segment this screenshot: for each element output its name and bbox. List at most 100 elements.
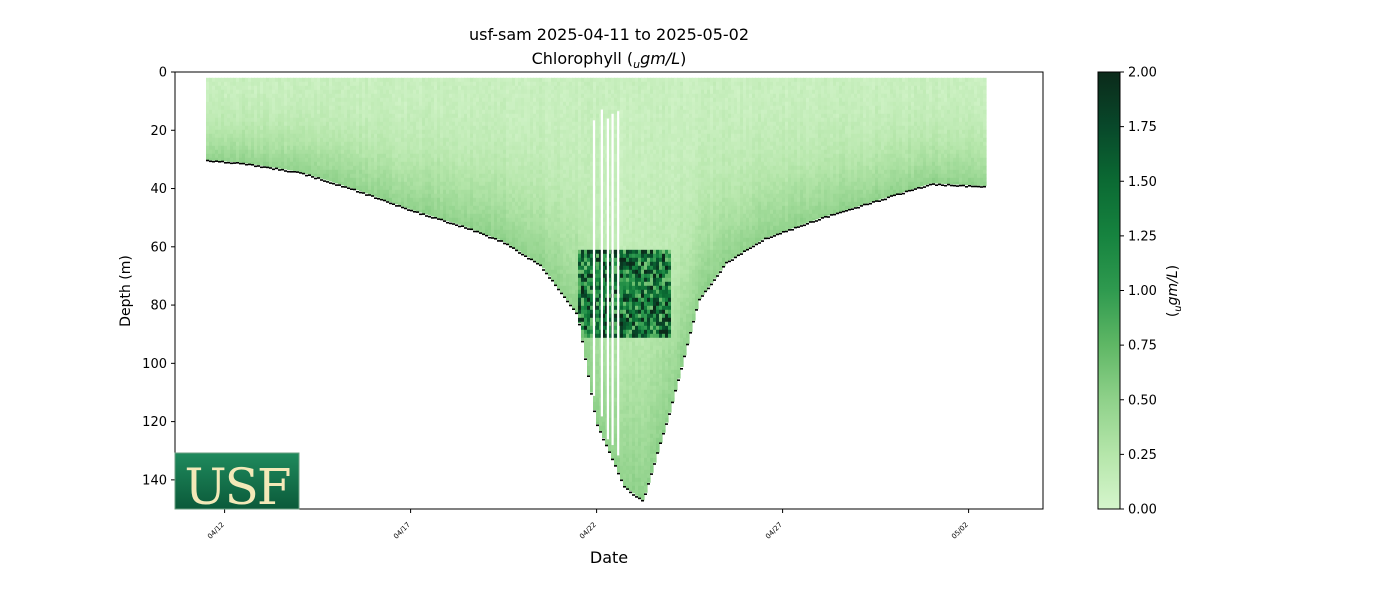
heatmap-cell	[392, 177, 396, 183]
heatmap-cell	[539, 185, 543, 191]
heatmap-cell	[497, 229, 501, 235]
heatmap-cell	[329, 125, 333, 131]
seafloor-mark	[284, 170, 287, 172]
heatmap-cell	[578, 265, 582, 271]
heatmap-cell	[437, 129, 441, 135]
heatmap-cell	[404, 193, 408, 199]
heatmap-cell	[329, 129, 333, 135]
heatmap-cell	[221, 141, 225, 147]
heatmap-cell	[566, 133, 570, 139]
heatmap-cell	[380, 101, 384, 107]
heatmap-cell	[215, 117, 219, 123]
heatmap-cell	[404, 121, 408, 127]
heatmap-cell	[554, 237, 558, 243]
heatmap-cell	[587, 357, 591, 363]
heatmap-cell	[503, 109, 507, 115]
heatmap-cell	[524, 253, 528, 256]
heatmap-cell	[533, 129, 537, 135]
heatmap-cell	[290, 145, 294, 151]
heatmap-cell	[554, 189, 558, 195]
heatmap-cell	[407, 125, 411, 131]
heatmap-cell	[323, 145, 327, 151]
heatmap-cell	[461, 117, 465, 123]
heatmap-cell	[434, 149, 438, 155]
seafloor-mark	[524, 255, 527, 257]
heatmap-cell	[212, 153, 216, 159]
heatmap-cell	[347, 173, 351, 179]
seafloor-mark	[263, 166, 266, 168]
heatmap-cell	[326, 133, 330, 139]
heatmap-cell	[236, 129, 240, 135]
heatmap-cell	[524, 249, 528, 255]
seafloor-mark	[254, 165, 257, 168]
heatmap-cell	[206, 105, 210, 111]
heatmap-cell	[260, 121, 264, 127]
heatmap-cell	[380, 113, 384, 119]
heatmap-cell	[443, 161, 447, 167]
heatmap-cell	[347, 109, 351, 115]
heatmap-cell	[575, 209, 579, 215]
heatmap-cell	[557, 181, 561, 187]
heatmap-cell	[566, 153, 570, 159]
heatmap-cell	[506, 125, 510, 131]
heatmap-cell	[251, 101, 255, 107]
heatmap-cell	[257, 109, 261, 115]
heatmap-cell	[602, 289, 606, 295]
heatmap-cell	[590, 337, 594, 343]
heatmap-cell	[227, 109, 231, 115]
heatmap-data-layer	[206, 77, 987, 502]
heatmap-cell	[491, 93, 495, 99]
heatmap-cell	[353, 141, 357, 147]
heatmap-cell	[332, 173, 336, 179]
heatmap-cell	[320, 109, 324, 115]
heatmap-cell	[584, 121, 588, 127]
heatmap-cell	[473, 121, 477, 127]
heatmap-cell	[449, 117, 453, 123]
heatmap-cell	[605, 77, 609, 83]
seafloor-mark	[221, 160, 224, 163]
heatmap-cell	[509, 237, 513, 243]
heatmap-cell	[545, 117, 549, 123]
heatmap-cell	[449, 85, 453, 91]
heatmap-cell	[389, 125, 393, 131]
heatmap-cell	[596, 225, 600, 231]
heatmap-cell	[602, 169, 606, 175]
heatmap-cell	[512, 129, 516, 135]
heatmap-cell	[500, 193, 504, 199]
heatmap-cell	[590, 93, 594, 99]
seafloor-mark	[458, 225, 461, 228]
subtitle-unit-main: gm/L	[640, 49, 680, 68]
heatmap-cell	[332, 137, 336, 143]
heatmap-cell	[311, 93, 315, 99]
heatmap-cell	[452, 133, 456, 139]
heatmap-cell	[299, 101, 303, 107]
heatmap-cell	[464, 205, 468, 211]
heatmap-cell	[344, 181, 348, 187]
heatmap-cell	[476, 161, 480, 167]
heatmap-cell	[485, 169, 489, 175]
heatmap-cell	[557, 201, 561, 207]
heatmap-cell	[584, 249, 588, 255]
heatmap-cell	[500, 137, 504, 143]
heatmap-cell	[578, 201, 582, 207]
seafloor-mark	[317, 177, 320, 179]
heatmap-cell	[542, 129, 546, 135]
heatmap-cell	[269, 149, 273, 155]
heatmap-cell	[290, 109, 294, 115]
heatmap-cell	[431, 173, 435, 179]
heatmap-cell	[560, 209, 564, 215]
heatmap-cell	[374, 81, 378, 87]
heatmap-cell	[587, 213, 591, 219]
heatmap-cell	[497, 77, 501, 83]
heatmap-cell	[263, 77, 267, 83]
heatmap-cell	[530, 149, 534, 155]
heatmap-cell	[437, 85, 441, 91]
heatmap-cell	[290, 125, 294, 131]
heatmap-cell	[308, 165, 312, 171]
heatmap-cell	[602, 217, 606, 223]
heatmap-cell	[596, 301, 600, 307]
heatmap-cell	[329, 157, 333, 163]
heatmap-cell	[407, 185, 411, 191]
heatmap-cell	[575, 117, 579, 123]
heatmap-cell	[491, 145, 495, 151]
